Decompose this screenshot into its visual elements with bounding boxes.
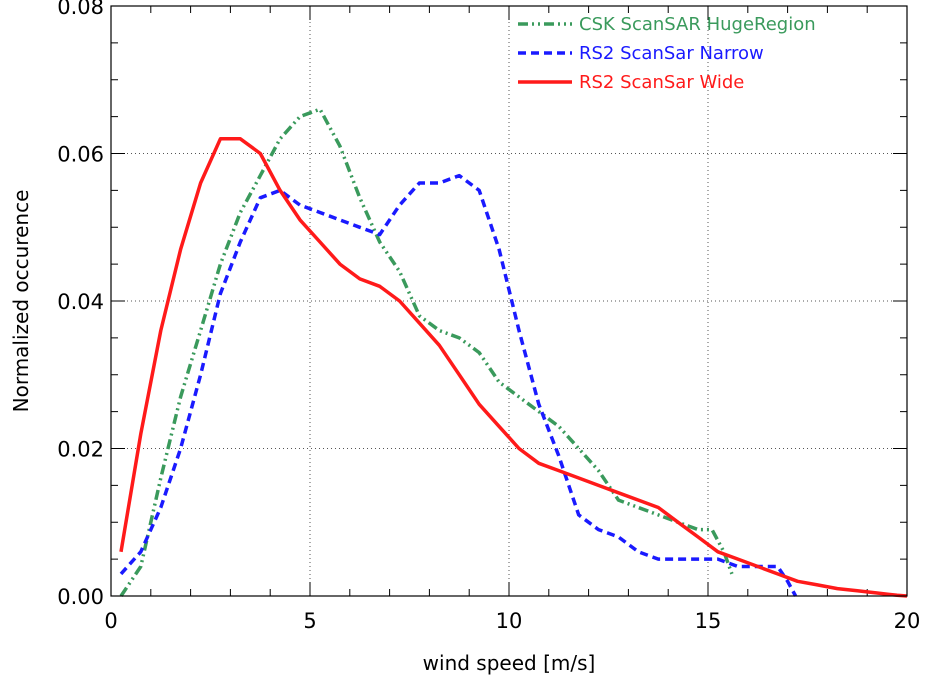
- y-tick-label: 0.06: [57, 143, 104, 167]
- legend: CSK ScanSAR HugeRegion RS2 ScanSar Narrow…: [518, 14, 816, 93]
- legend-label: CSK ScanSAR HugeRegion: [579, 14, 816, 35]
- x-tick-label: 20: [894, 609, 921, 633]
- series-lines: [119, 107, 908, 598]
- y-tick-label: 0.02: [57, 438, 104, 462]
- x-tick-label: 0: [104, 609, 117, 633]
- legend-label: RS2 ScanSar Narrow: [579, 43, 764, 64]
- plot-frame: [110, 5, 908, 597]
- y-tick-label: 0.00: [57, 585, 104, 609]
- x-axis-label: wind speed [m/s]: [423, 651, 596, 675]
- series-line: [119, 137, 908, 598]
- y-axis-label: Normalized occurence: [9, 190, 33, 413]
- y-tick-labels: 0.00 0.02 0.04 0.06 0.08: [57, 0, 104, 609]
- x-tick-label: 10: [496, 609, 523, 633]
- grid-lines: [111, 6, 907, 596]
- series-line: [119, 173, 798, 597]
- legend-label: RS2 ScanSar Wide: [579, 72, 744, 93]
- series-line: [119, 107, 734, 597]
- x-tick-label: 5: [303, 609, 316, 633]
- y-tick-label: 0.04: [57, 290, 104, 314]
- x-tick-labels: 0 5 10 15 20: [104, 609, 920, 633]
- y-tick-label: 0.08: [57, 0, 104, 19]
- x-tick-label: 15: [695, 609, 722, 633]
- axis-ticks: [110, 5, 908, 597]
